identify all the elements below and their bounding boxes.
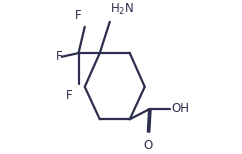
Text: H$_2$N: H$_2$N <box>110 2 135 17</box>
Text: F: F <box>74 9 81 22</box>
Text: OH: OH <box>171 102 189 115</box>
Text: F: F <box>56 50 63 63</box>
Text: O: O <box>144 139 153 152</box>
Text: F: F <box>66 89 73 102</box>
